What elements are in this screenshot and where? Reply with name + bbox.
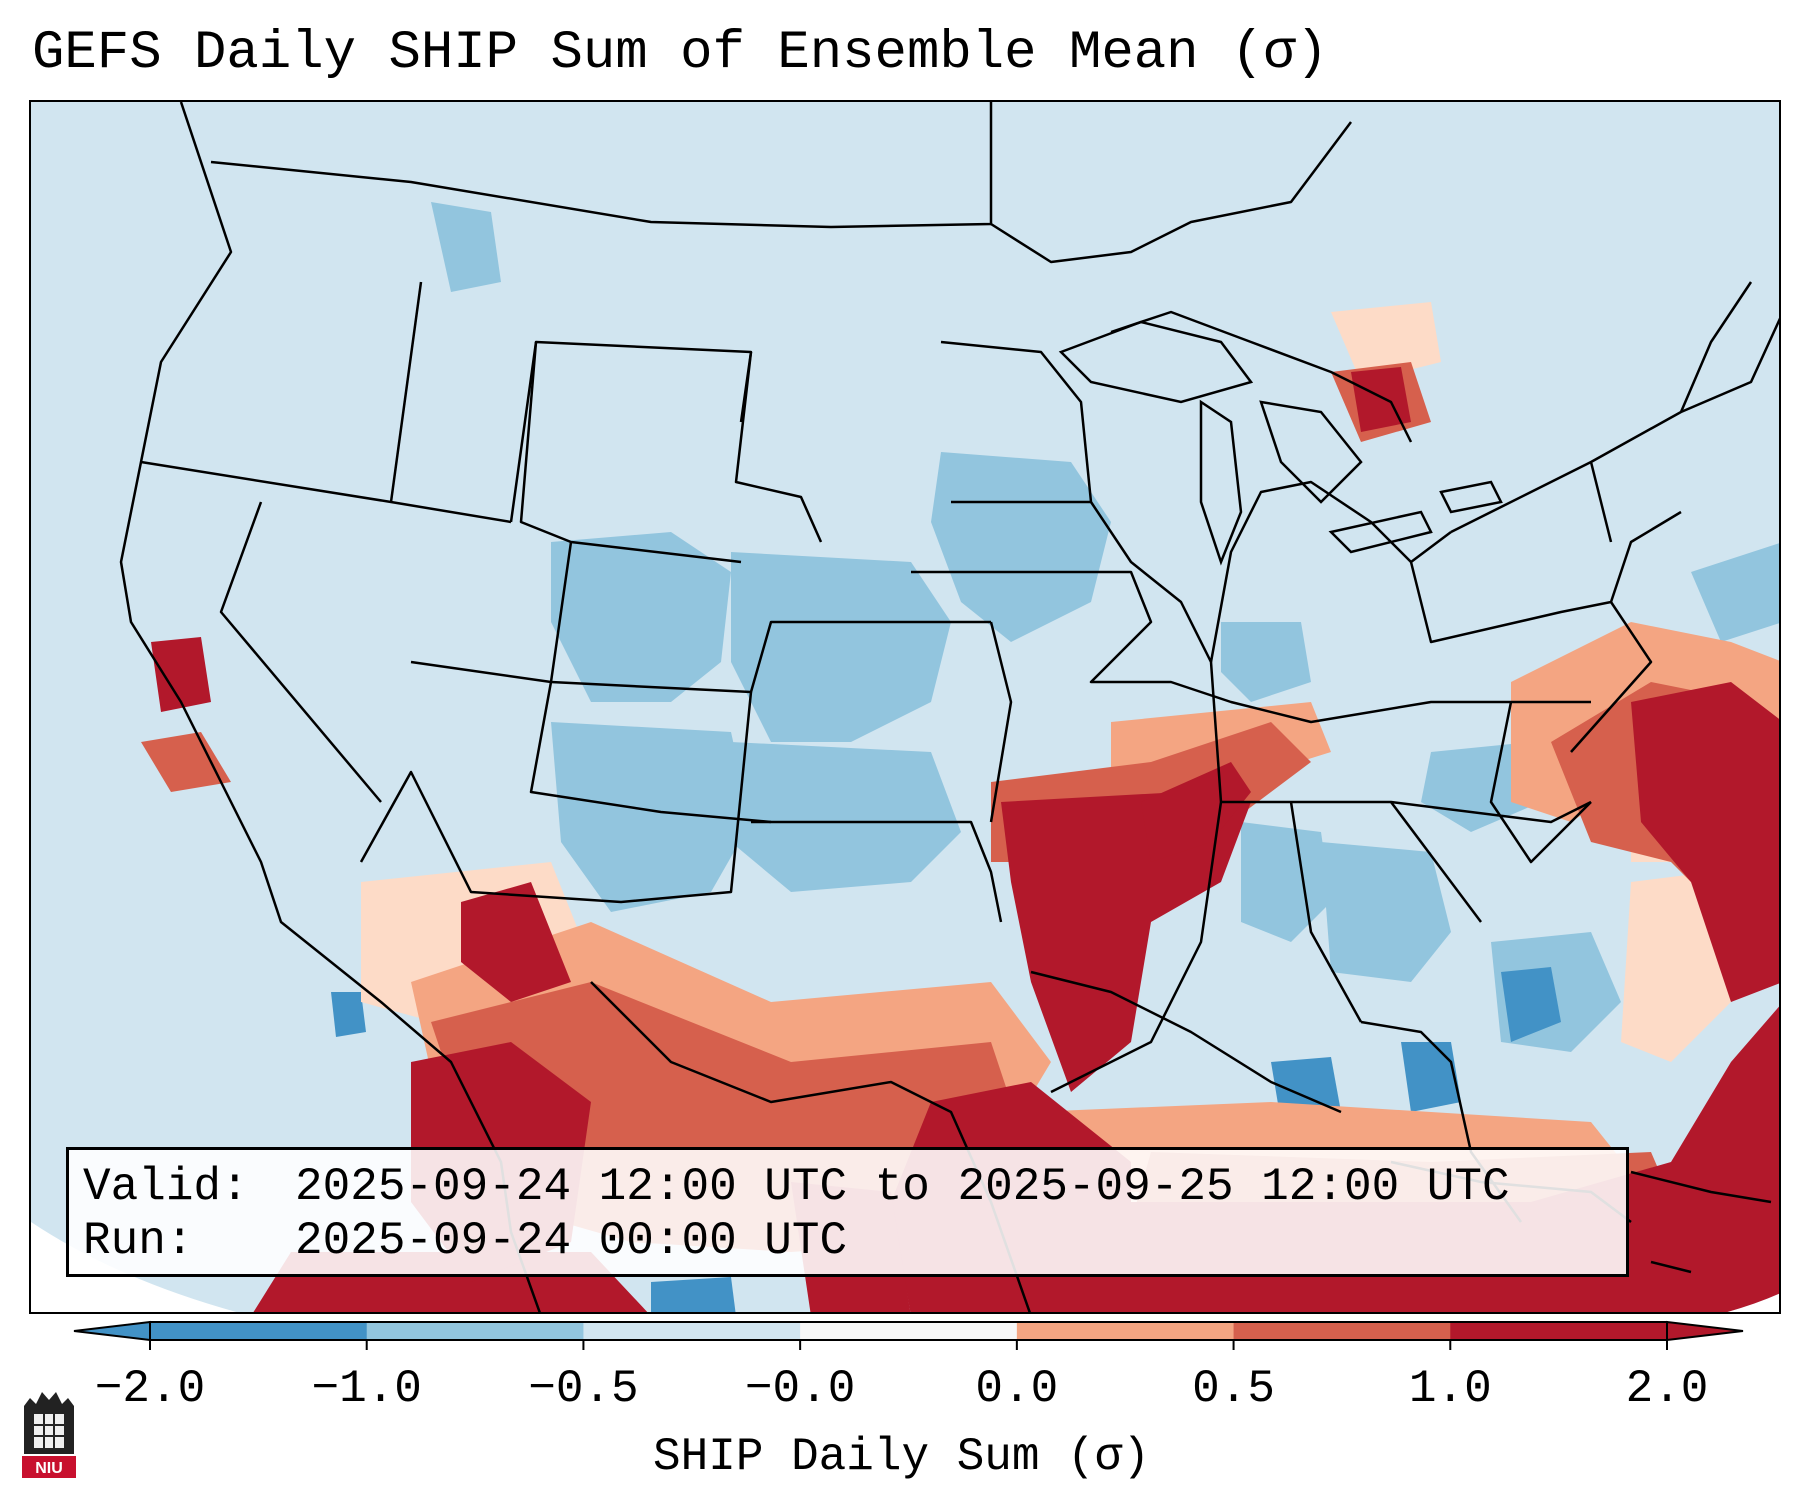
colorbar-tick-label: 1.0 [1408, 1363, 1492, 1415]
colorbar-outline [149, 1321, 1668, 1341]
colorbar-segment [150, 1322, 368, 1340]
valid-key: Valid: [83, 1161, 249, 1213]
colorbar-segment [583, 1322, 801, 1340]
map-plot [31, 102, 1779, 1312]
run-line: Run: 2025-09-24 00:00 UTC [83, 1214, 1612, 1268]
colorbar-tick-label: −0.0 [744, 1363, 856, 1415]
great-lakes [1058, 320, 1503, 566]
run-value: 2025-09-24 00:00 UTC [295, 1215, 848, 1267]
run-key: Run: [83, 1215, 194, 1267]
colorbar-extend-high [1666, 1320, 1744, 1342]
colorbar-tick-label: 0.0 [975, 1363, 1059, 1415]
colorbar [73, 1320, 1744, 1350]
colorbar-extend-low [73, 1320, 151, 1342]
colorbar-tick-label: 2.0 [1625, 1363, 1709, 1415]
chart-title: GEFS Daily SHIP Sum of Ensemble Mean (σ) [32, 23, 1329, 84]
negative-anomaly-areas [431, 202, 1779, 1052]
colorbar-segment [366, 1322, 584, 1340]
no-data-area [31, 1222, 251, 1312]
colorbar-tick-label: −2.0 [94, 1363, 206, 1415]
colorbar-segment [800, 1322, 1018, 1340]
colorbar-segment [1450, 1322, 1668, 1340]
colorbar-segment [1016, 1322, 1235, 1340]
colorbar-tick-label: −1.0 [311, 1363, 422, 1415]
colorbar-label: SHIP Daily Sum (σ) [653, 1431, 1150, 1483]
niu-logo: NIU [22, 1392, 76, 1478]
colorbar-segment [1233, 1322, 1451, 1340]
valid-line: Valid: 2025-09-24 12:00 UTC to 2025-09-2… [83, 1160, 1612, 1214]
niu-logo-text: NIU [35, 1460, 63, 1477]
validity-info-box: Valid: 2025-09-24 12:00 UTC to 2025-09-2… [66, 1147, 1629, 1277]
colorbar-tick-label: 0.5 [1192, 1363, 1275, 1415]
valid-value: 2025-09-24 12:00 UTC to 2025-09-25 12:00… [295, 1161, 1510, 1213]
map-panel [29, 100, 1781, 1314]
colorbar-tick-label: −0.5 [528, 1363, 639, 1415]
